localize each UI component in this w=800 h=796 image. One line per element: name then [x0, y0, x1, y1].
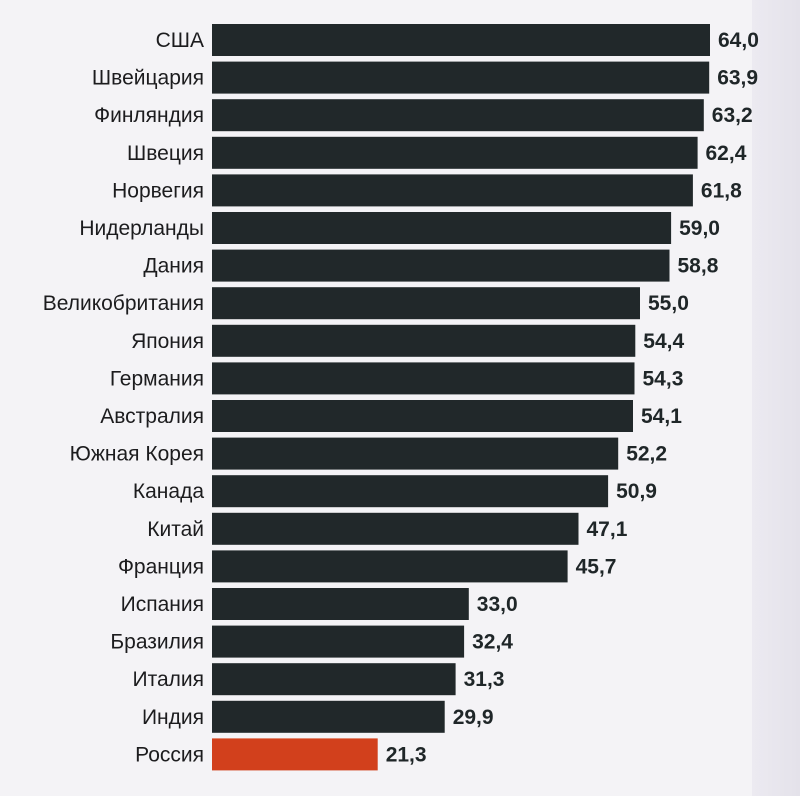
category-label-13: Китай	[147, 518, 204, 541]
category-label-0: США	[156, 29, 204, 52]
bar-11	[212, 437, 619, 470]
value-label-4: 61,8	[701, 179, 742, 202]
value-label-10: 54,1	[641, 405, 682, 428]
value-label-15: 33,0	[477, 593, 518, 616]
bar-9	[212, 362, 635, 395]
value-label-11: 52,2	[626, 443, 667, 466]
category-label-16: Бразилия	[110, 631, 204, 654]
value-label-7: 55,0	[648, 292, 689, 315]
bar-17	[212, 663, 456, 696]
bar-4	[212, 174, 693, 207]
bar-18	[212, 700, 445, 733]
bar-3	[212, 136, 698, 169]
bar-2	[212, 99, 704, 132]
category-label-14: Франция	[118, 555, 204, 578]
category-label-3: Швеция	[127, 142, 204, 165]
category-label-8: Япония	[131, 330, 204, 353]
value-label-6: 58,8	[678, 255, 719, 278]
bar-8	[212, 324, 636, 357]
category-label-11: Южная Корея	[70, 443, 204, 466]
category-label-17: Италия	[132, 668, 204, 691]
category-label-12: Канада	[133, 480, 204, 503]
category-label-18: Индия	[142, 706, 204, 729]
bar-1	[212, 61, 710, 94]
bar-6	[212, 249, 670, 282]
category-label-10: Австралия	[100, 405, 204, 428]
category-label-5: Нидерланды	[79, 217, 204, 240]
category-label-6: Дания	[143, 255, 204, 278]
value-label-2: 63,2	[712, 104, 753, 127]
value-label-13: 47,1	[587, 518, 628, 541]
value-label-12: 50,9	[616, 480, 657, 503]
bar-10	[212, 400, 633, 432]
category-label-15: Испания	[121, 593, 204, 616]
bar-7	[212, 287, 640, 320]
value-label-9: 54,3	[643, 367, 684, 390]
bar-5	[212, 212, 672, 244]
bar-19	[212, 738, 378, 771]
bar-13	[212, 512, 579, 545]
bar-14	[212, 550, 568, 583]
category-label-2: Финляндия	[94, 104, 204, 127]
category-label-9: Германия	[110, 367, 204, 390]
value-label-0: 64,0	[718, 29, 759, 52]
value-label-3: 62,4	[706, 142, 747, 165]
category-label-1: Швейцария	[92, 67, 204, 90]
value-label-16: 32,4	[472, 631, 513, 654]
bar-16	[212, 625, 465, 658]
value-label-14: 45,7	[576, 555, 617, 578]
page-edge	[752, 0, 800, 796]
category-label-4: Норвегия	[112, 179, 204, 202]
value-label-8: 54,4	[643, 330, 684, 353]
bar-0	[212, 24, 710, 56]
category-label-7: Великобритания	[43, 292, 204, 315]
value-label-1: 63,9	[717, 67, 758, 90]
value-label-5: 59,0	[679, 217, 720, 240]
value-label-17: 31,3	[464, 668, 505, 691]
category-label-19: Россия	[135, 743, 204, 766]
bar-12	[212, 475, 609, 508]
value-label-18: 29,9	[453, 706, 494, 729]
value-label-19: 21,3	[386, 743, 427, 766]
bar-15	[212, 588, 469, 620]
